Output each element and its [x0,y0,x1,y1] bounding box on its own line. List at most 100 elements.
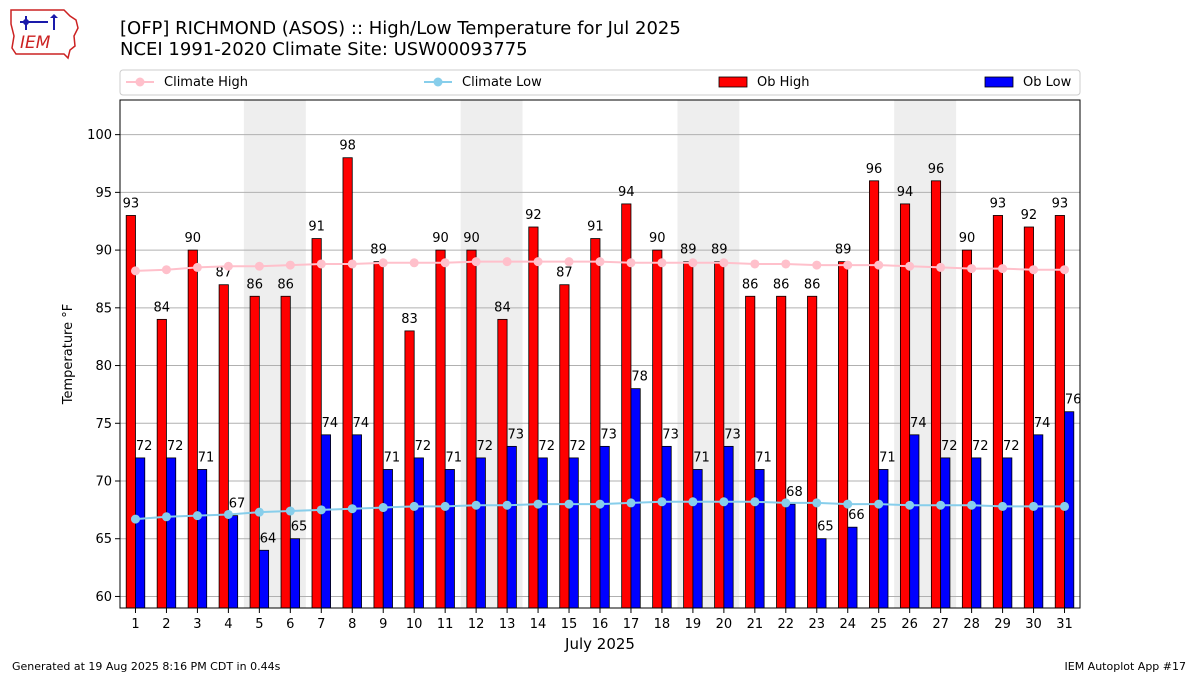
climate-high-point [998,264,1008,274]
legend-climate-high-label: Climate High [164,75,248,90]
ob-low-bar [351,434,362,609]
x-tick-label: 8 [348,617,356,632]
ob-high-label: 84 [494,300,511,315]
x-tick-label: 29 [994,617,1011,632]
ob-low-label: 74 [322,416,339,431]
climate-low-point [161,512,171,522]
x-tick-label: 12 [468,617,485,632]
climate-low-point [130,514,140,524]
ob-high-bar [187,249,198,609]
ob-high-bar [1023,226,1034,609]
ob-low-label: 72 [167,439,184,454]
legend-ob-high-swatch [718,76,748,88]
x-tick-label: 15 [561,617,578,632]
climate-high-point [130,266,140,276]
plot-frame [119,99,1081,609]
ob-low-label: 65 [817,520,834,535]
legend-ob-low-swatch [984,76,1014,88]
climate-low-point [316,505,326,515]
ob-low-label: 72 [477,439,494,454]
climate-high-point [285,260,295,270]
x-axis-label: July 2025 [564,635,635,653]
x-tick-label: 3 [193,617,201,632]
climate-high-point [409,258,419,268]
y-axis-label: Temperature °F [61,304,76,405]
climate-high-point [161,265,171,275]
ob-low-label: 72 [415,439,432,454]
climate-low-point [223,509,233,519]
ob-low-bar [1033,434,1044,609]
ob-low-label: 72 [972,439,989,454]
ob-high-label: 90 [649,231,666,246]
x-tick-label: 11 [437,617,454,632]
ob-high-label: 96 [928,162,945,177]
ob-high-label: 94 [897,185,914,200]
climate-low-point [409,501,419,511]
ob-low-bar [166,457,177,609]
ob-low-label: 72 [569,439,586,454]
legend-ob-low-label: Ob Low [1023,75,1072,90]
ob-low-label: 73 [724,427,741,442]
ob-low-bar [630,388,641,609]
climate-high-point [657,258,667,268]
ob-high-bar [435,249,446,609]
climate-high-point [192,262,202,272]
ob-low-label: 68 [786,485,803,500]
logo-text: IEM [20,33,51,53]
ob-low-label: 74 [910,416,927,431]
ob-low-label: 76 [1065,393,1082,408]
x-tick-label: 28 [963,617,980,632]
ob-high-bar [745,295,756,609]
climate-low-point [967,500,977,510]
chart-title-line1: [OFP] RICHMOND (ASOS) :: High/Low Temper… [120,18,681,39]
y-tick-label: 70 [95,475,112,490]
ob-low-bar [754,469,765,609]
ob-low-bar [878,469,889,609]
climate-low-point [254,507,264,517]
ob-high-label: 91 [308,220,325,235]
ob-high-label: 93 [1052,196,1069,211]
ob-high-label: 90 [463,231,480,246]
ob-low-bar [723,445,734,609]
ob-low-label: 73 [507,427,524,442]
ob-low-bar [692,469,703,609]
ob-low-bar [227,515,239,609]
ob-low-label: 71 [879,450,896,465]
legend-climate-low-marker [433,77,443,87]
ob-high-label: 90 [432,231,449,246]
x-tick-label: 16 [592,617,609,632]
x-tick-label: 4 [224,617,232,632]
x-tick-label: 13 [499,617,516,632]
climate-high-point [533,257,543,267]
x-tick-label: 7 [317,617,325,632]
ob-high-label: 92 [525,208,542,223]
ob-high-bar [404,330,415,609]
climate-high-point [223,261,233,271]
ob-low-bar [816,538,827,609]
ob-high-label: 89 [680,243,697,258]
footer-generated: Generated at 19 Aug 2025 8:16 PM CDT in … [12,660,281,673]
ob-low-bar [599,445,610,609]
ob-high-label: 93 [990,196,1007,211]
ob-high-bar [528,226,539,609]
x-tick-label: 19 [685,617,702,632]
y-tick-label: 75 [95,417,112,432]
legend: Climate High Climate Low Ob High Ob Low [119,69,1081,96]
climate-high-point [471,257,481,267]
climate-low-point [874,499,884,509]
ob-high-bar [652,249,663,609]
climate-low-point [998,501,1008,511]
ob-low-label: 74 [353,416,370,431]
ob-high-label: 84 [154,300,171,315]
ob-high-label: 83 [401,312,418,327]
ob-high-bar [342,157,353,609]
climate-low-point [502,500,512,510]
ob-low-bar [197,469,208,609]
x-tick-label: 23 [809,617,826,632]
ob-high-label: 86 [773,277,790,292]
y-tick-label: 85 [95,301,112,316]
climate-low-point [1060,501,1070,511]
x-tick-label: 24 [839,617,856,632]
ob-low-bar [661,445,672,609]
x-tick-label: 17 [623,617,640,632]
